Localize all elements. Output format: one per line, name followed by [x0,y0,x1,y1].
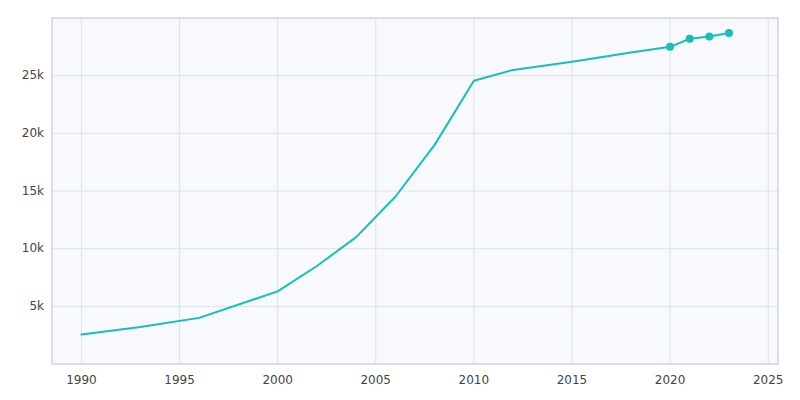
x-grid-line [473,18,474,364]
x-tick-label: 1990 [66,373,97,387]
x-grid-line [179,18,180,364]
point-marker [666,43,674,51]
x-tick-label: 2025 [753,373,784,387]
y-grid-line [52,75,778,76]
x-tick-label: 2020 [655,373,686,387]
chart: 5k 10k 15k 20k 25k 1990 1995 2000 2005 2010 2015 20… [0,0,800,400]
x-grid-line [768,18,769,364]
x-tick-label: 2015 [557,373,588,387]
point-marker [686,35,694,43]
y-tick-label: 15k [22,184,44,198]
y-grid-line [52,306,778,307]
y-grid-line [52,191,778,192]
y-tick-label: 10k [22,241,44,255]
y-grid-line [52,248,778,249]
x-grid-line [670,18,671,364]
grid [52,18,778,364]
plot-background [52,18,778,364]
point-marker [725,29,733,37]
plot-frame [52,18,778,364]
y-tick-label: 20k [22,126,44,140]
y-grid-line [52,133,778,134]
x-grid-line [375,18,376,364]
x-tick-label: 2010 [459,373,490,387]
x-tick-label: 1995 [164,373,195,387]
point-marker [705,32,713,40]
x-tick-label: 2005 [360,373,391,387]
axes: 5k 10k 15k 20k 25k 1990 1995 2000 2005 2010 2015 20… [22,68,784,387]
data [81,29,733,335]
y-tick-label: 25k [22,68,44,82]
x-grid-line [81,18,82,364]
y-tick-label: 5k [29,299,44,313]
x-grid-line [571,18,572,364]
chart-container: 5k 10k 15k 20k 25k 1990 1995 2000 2005 2010 2015 20… [0,0,800,400]
x-grid-line [277,18,278,364]
line-series [81,33,729,335]
x-tick-label: 2000 [262,373,293,387]
